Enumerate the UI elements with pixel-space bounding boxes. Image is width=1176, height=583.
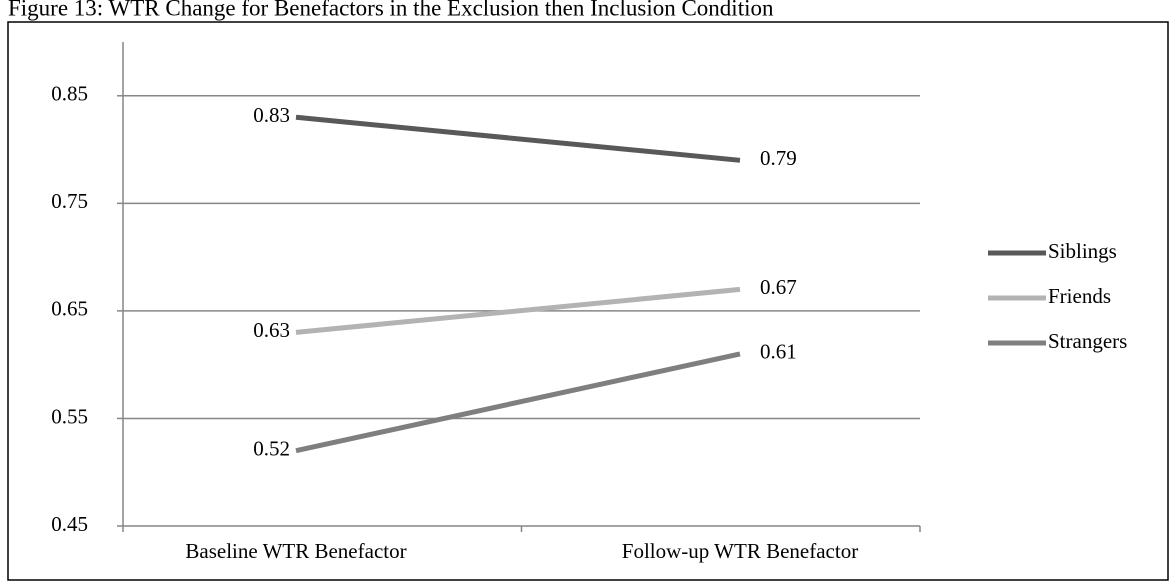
data-label: 0.63 [253,318,290,342]
y-tick-label: 0.75 [51,189,88,213]
data-label: 0.61 [760,340,797,364]
y-tick-label: 0.65 [51,297,88,321]
chart-frame [7,21,1169,581]
y-tick-label: 0.85 [51,82,88,106]
y-tick-label: 0.45 [51,512,88,536]
data-label: 0.52 [253,437,290,461]
legend-label: Siblings [1048,239,1117,263]
x-tick-label: Follow-up WTR Benefactor [622,539,858,563]
data-label: 0.83 [253,103,290,127]
series-line [295,286,741,335]
legend-label: Friends [1048,284,1111,308]
series-line [295,114,741,163]
chart-title: Figure 13: WTR Change for Benefactors in… [8,0,774,20]
y-tick-label: 0.55 [51,404,88,428]
x-tick-label: Baseline WTR Benefactor [185,539,406,563]
data-label: 0.67 [760,275,797,299]
legend-label: Strangers [1048,329,1127,353]
data-label: 0.79 [760,146,797,170]
series-line [295,351,741,454]
